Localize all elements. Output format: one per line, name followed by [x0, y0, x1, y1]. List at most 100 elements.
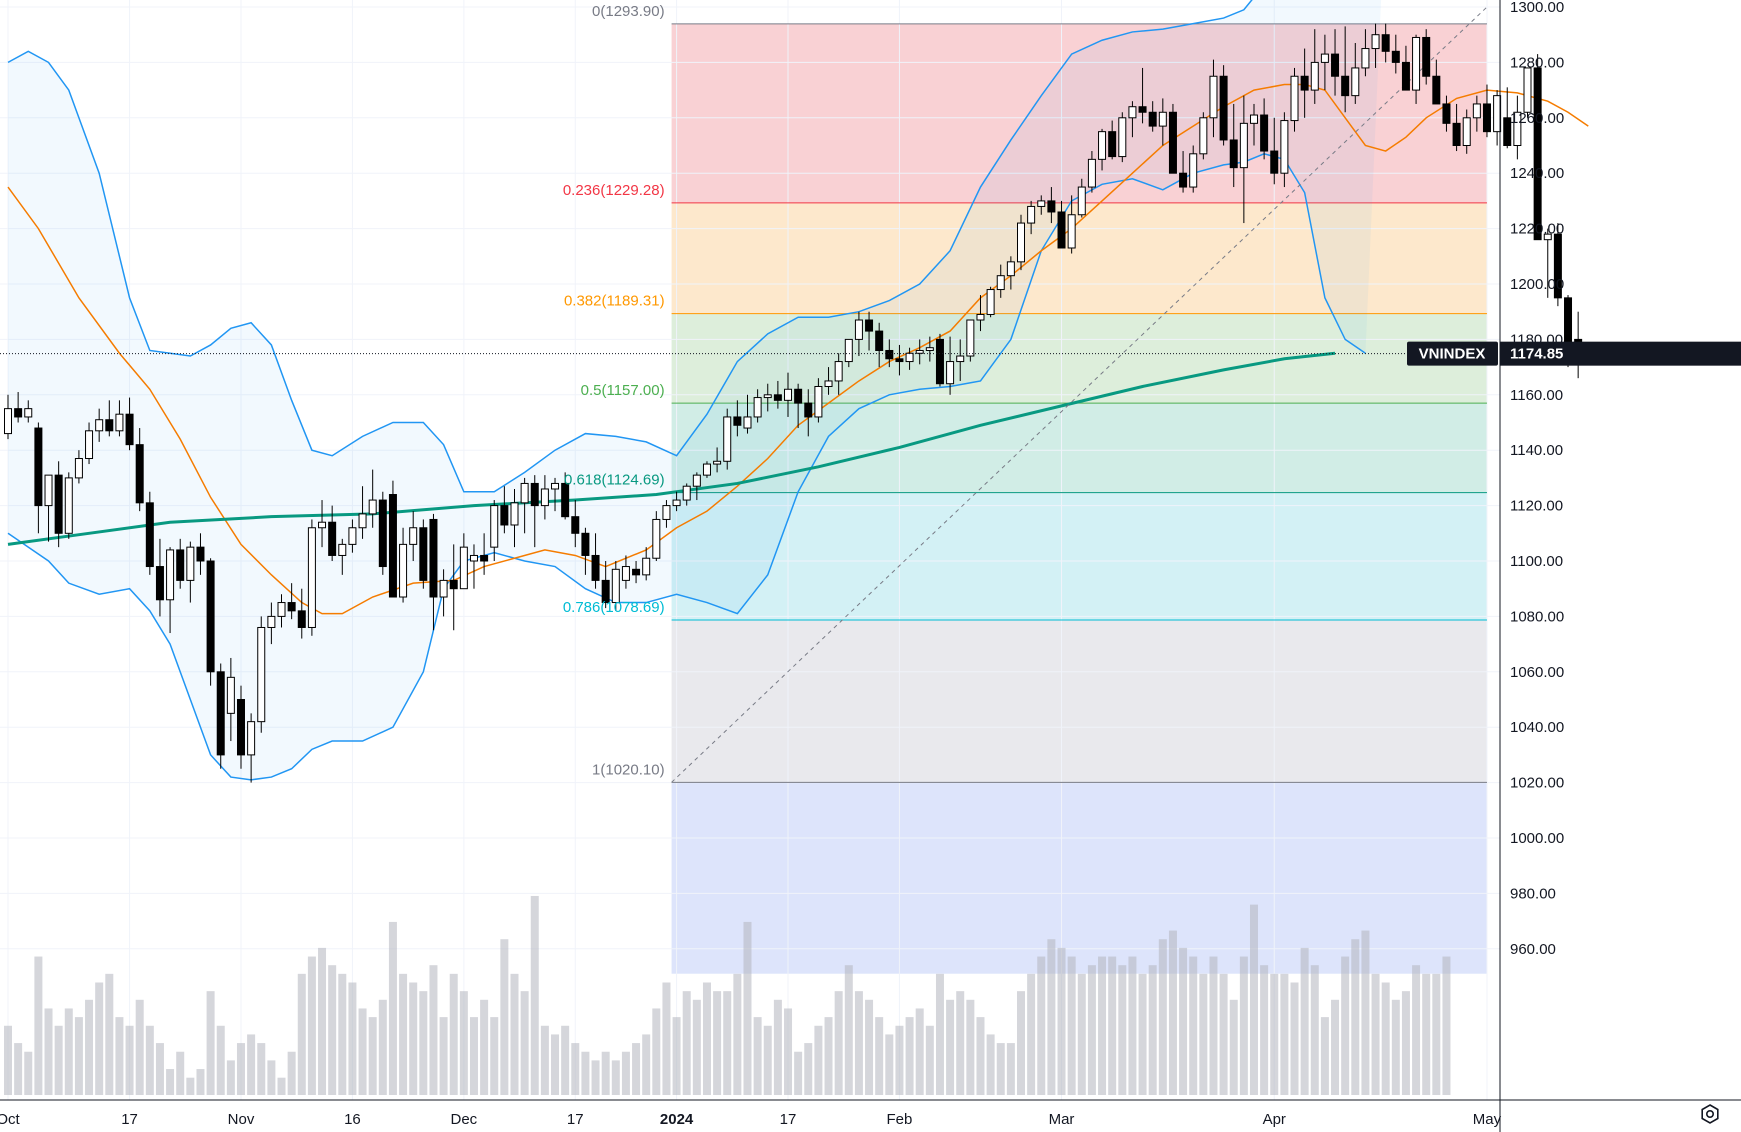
volume-bar [895, 1025, 904, 1095]
volume-bar [784, 1008, 793, 1095]
candle-up [1118, 117, 1127, 158]
candle-up [459, 546, 468, 590]
volume-bar [642, 1034, 651, 1095]
candle-up [824, 380, 833, 387]
volume-bar [64, 1008, 73, 1095]
candle-up [702, 463, 711, 476]
candle-down [145, 502, 154, 568]
candle-up [307, 527, 316, 628]
candle-up [186, 546, 195, 581]
volume-bar [1412, 965, 1421, 1095]
candle-down [287, 602, 296, 612]
price-tick-label: 1300.00 [1510, 0, 1564, 16]
candle-up [551, 482, 560, 490]
volume-bar [176, 1051, 185, 1095]
fib-level-label: 0.382(1189.31) [564, 293, 665, 310]
price-tick-label: 1240.00 [1510, 165, 1564, 182]
volume-bar [409, 982, 418, 1095]
chart-settings-button[interactable] [1696, 1100, 1724, 1128]
bollinger-bands [7, 0, 1382, 781]
volume-bar [530, 895, 539, 1095]
volume-bar [318, 947, 327, 1095]
candle-down [1533, 67, 1542, 241]
candle-up [1523, 67, 1532, 113]
volume-bar [1027, 973, 1036, 1095]
volume-bar [692, 999, 701, 1095]
candle-up [1017, 222, 1025, 263]
time-tick-label: Mar [1049, 1111, 1075, 1128]
volume-bar [733, 973, 742, 1095]
candle-up [682, 485, 691, 501]
fibonacci-zones [671, 23, 1487, 974]
candle-up [1412, 36, 1421, 91]
time-tick-label: May [1473, 1111, 1502, 1128]
candle-up [1361, 48, 1370, 69]
fib-zone [671, 782, 1487, 974]
candle-up [318, 521, 327, 529]
volume-bar [419, 991, 428, 1095]
price-tick-label: 1160.00 [1510, 387, 1563, 404]
candle-down [1108, 131, 1117, 158]
candle-up [1290, 75, 1299, 122]
volume-bar [1391, 999, 1400, 1095]
time-tick-label: Feb [887, 1111, 913, 1128]
volume-bar [601, 1051, 610, 1095]
candle-down [1057, 211, 1066, 249]
candle-up [1371, 34, 1380, 50]
volume-bar [865, 999, 874, 1095]
candle-down [196, 546, 205, 562]
volume-bar [1239, 956, 1248, 1095]
candle-down [1452, 122, 1461, 146]
candle-up [723, 416, 732, 462]
fib-zone [671, 620, 1487, 783]
candle-down [733, 416, 742, 426]
volume-bar [348, 982, 357, 1095]
fib-level-label: 0.786(1078.69) [563, 599, 665, 616]
volume-bar [1320, 1017, 1329, 1095]
candle-up [1320, 53, 1329, 63]
volume-bar [54, 1025, 63, 1095]
candle-up [1098, 131, 1107, 160]
candle-down [54, 474, 63, 534]
candle-up [24, 408, 33, 418]
candle-up [925, 347, 934, 351]
volume-bar [996, 1043, 1005, 1095]
volume-bar [1381, 982, 1390, 1095]
price-tick-label: 1100.00 [1510, 553, 1563, 570]
volume-bar [976, 1017, 985, 1095]
time-tick-label: 16 [344, 1111, 361, 1128]
candle-down [561, 482, 570, 518]
volume-bar [591, 1060, 600, 1095]
candle-down [388, 494, 397, 598]
volume-bar [804, 1043, 813, 1095]
volume-bar [469, 1017, 478, 1095]
volume-bar [95, 982, 104, 1095]
candle-up [713, 460, 722, 465]
volume-bar [1006, 1043, 1015, 1095]
volume-bar [277, 1077, 286, 1095]
volume-bar [1108, 956, 1117, 1095]
bollinger-upper [7, 0, 1253, 493]
candle-down [1432, 75, 1441, 105]
price-tick-label: 1220.00 [1510, 221, 1564, 238]
volume-bar [226, 1060, 235, 1095]
candle-up [85, 430, 94, 460]
time-tick-label: Oct [0, 1111, 20, 1128]
candle-up [520, 482, 529, 504]
candle-down [419, 527, 428, 581]
candle-down [1553, 233, 1562, 299]
volume-bar [338, 973, 347, 1095]
candle-up [1037, 200, 1046, 207]
volume-bar [368, 1017, 377, 1095]
volume-bar [1371, 973, 1380, 1095]
volume-bar [915, 1008, 924, 1095]
time-tick-label: 17 [567, 1111, 584, 1128]
volume-bar [875, 1017, 884, 1095]
candle-up [1239, 122, 1248, 169]
volume-bar [216, 1025, 225, 1095]
candle-down [429, 518, 438, 598]
volume-bar [540, 1025, 549, 1095]
candle-down [875, 330, 884, 351]
volume-bar [358, 1008, 367, 1095]
